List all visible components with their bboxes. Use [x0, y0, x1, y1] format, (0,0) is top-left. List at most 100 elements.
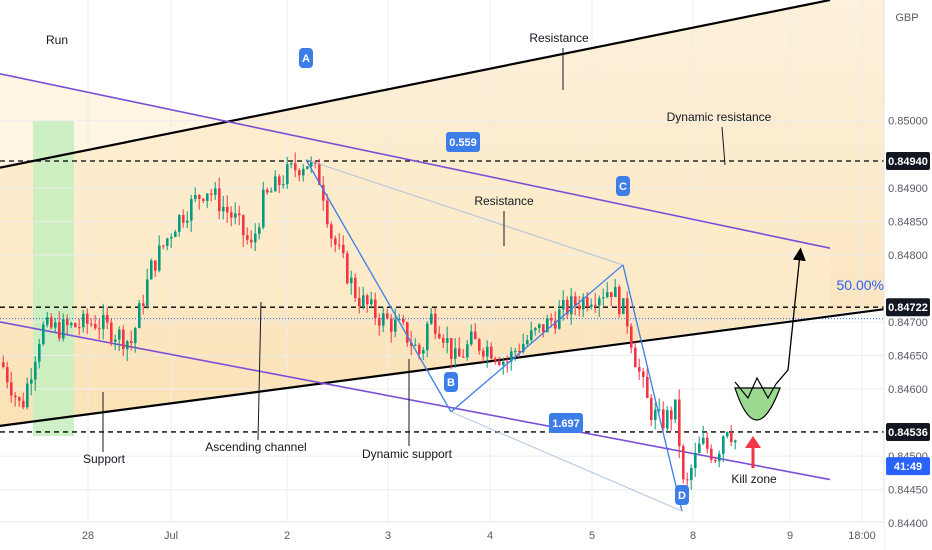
candle-body — [250, 239, 253, 243]
pattern-leg-line — [450, 264, 624, 413]
candle-body — [470, 331, 473, 345]
candle-body — [542, 324, 545, 333]
countdown-label: 41:49 — [894, 461, 922, 473]
price-tick: 0.84450 — [888, 485, 928, 497]
candle-body — [526, 340, 529, 345]
ascending-channel-label-pointer — [257, 301, 262, 441]
ratio-box — [549, 413, 583, 433]
candle-body — [650, 398, 653, 421]
dynamic-support-line — [0, 321, 831, 481]
candle-body — [82, 313, 85, 328]
candle-body — [666, 410, 669, 429]
candle-body — [566, 300, 569, 315]
candle-body — [622, 298, 625, 315]
candle-body — [70, 323, 73, 326]
date-tick: Jul — [164, 530, 178, 542]
candle-body — [382, 313, 385, 326]
channel-bottom-line — [0, 308, 885, 428]
candle-body — [10, 382, 13, 396]
pattern-point-tag — [616, 176, 630, 196]
candle-body — [490, 346, 493, 359]
candle-body — [222, 206, 225, 212]
candle-body — [550, 318, 553, 321]
candle-body — [18, 397, 21, 401]
candle-body — [722, 436, 725, 454]
candle-body — [342, 244, 345, 254]
candle-body — [642, 371, 645, 377]
candle-body — [718, 453, 721, 462]
date-tick: 3 — [385, 530, 391, 542]
candle-body — [714, 459, 717, 462]
candle-body — [326, 200, 329, 225]
candle-body — [702, 437, 705, 444]
candle-body — [634, 347, 637, 368]
candle-body — [538, 324, 541, 329]
candle-body — [398, 319, 401, 321]
candle-body — [674, 399, 677, 420]
candle-body — [94, 324, 97, 329]
ratio-box — [446, 132, 480, 152]
marked-level-box — [886, 298, 930, 317]
candle-body — [518, 350, 521, 353]
candle-body — [42, 324, 45, 345]
candle-body — [354, 277, 357, 298]
candle-body — [122, 329, 125, 350]
candle-body — [530, 330, 533, 341]
candle-body — [626, 298, 629, 327]
candle-body — [726, 432, 729, 437]
candle-body — [662, 409, 665, 429]
candle-body — [210, 193, 213, 195]
candle-body — [182, 215, 185, 223]
price-tick: 0.84900 — [888, 183, 928, 195]
candle-body — [458, 348, 461, 357]
candle-body — [242, 215, 245, 236]
price-tick: 0.84800 — [888, 250, 928, 262]
candle-body — [454, 348, 457, 359]
candle-body — [106, 314, 109, 323]
candle-body — [34, 361, 37, 380]
candle-body — [158, 245, 161, 271]
dynamic-resistance-label: Dynamic resistance — [667, 110, 772, 124]
candle-body — [2, 362, 5, 368]
candle-body — [226, 206, 229, 213]
candle-body — [602, 297, 605, 299]
candle-body — [154, 260, 157, 271]
candle-body — [350, 277, 353, 284]
candle-body — [362, 295, 365, 307]
candle-body — [230, 212, 233, 218]
candle-body — [582, 297, 585, 310]
ratio-label: 1.697 — [552, 418, 580, 430]
resistance-top-label: Resistance — [529, 31, 589, 45]
candle-body — [414, 344, 417, 346]
marked-level-value: 0.84536 — [888, 427, 928, 439]
countdown-box — [886, 457, 930, 476]
candle-body — [594, 304, 597, 306]
candle-body — [282, 184, 285, 186]
time-axis[interactable] — [0, 522, 884, 550]
candle-body — [50, 317, 53, 328]
candle-body — [510, 351, 513, 362]
candle-body — [686, 479, 689, 481]
candle-body — [62, 319, 65, 339]
candle-body — [586, 297, 589, 307]
candle-body — [546, 318, 549, 333]
candle-body — [478, 339, 481, 351]
kill-zone-label: Kill zone — [731, 472, 777, 486]
candle-body — [446, 338, 449, 343]
pattern-point-label: B — [447, 377, 455, 389]
pattern-point-tag — [675, 485, 689, 505]
candle-body — [102, 314, 105, 330]
candle-body — [698, 443, 701, 453]
candle-body — [26, 383, 29, 408]
kill-zone-wave — [734, 376, 777, 400]
candle-body — [90, 323, 93, 325]
candle-body — [358, 297, 361, 307]
dynamic-resistance-line — [0, 72, 831, 249]
candle-body — [618, 286, 621, 315]
candle-body — [290, 163, 293, 165]
candle-body — [430, 313, 433, 324]
candle-body — [554, 320, 557, 329]
candle-body — [386, 313, 389, 319]
candle-body — [482, 350, 485, 357]
